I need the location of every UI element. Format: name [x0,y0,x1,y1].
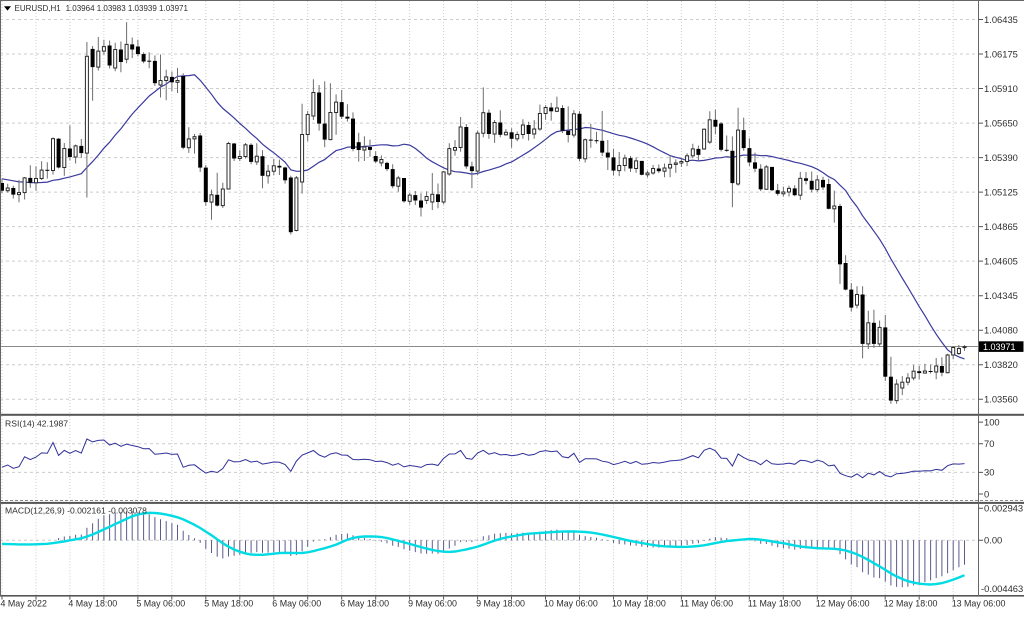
svg-text:70: 70 [984,438,994,449]
svg-text:4 May 2022: 4 May 2022 [1,598,47,608]
svg-text:MACD(12,26,9) -0.002161 -0.003: MACD(12,26,9) -0.002161 -0.003078 [5,505,147,515]
svg-text:1.06175: 1.06175 [984,48,1018,59]
svg-text:5 May 06:00: 5 May 06:00 [136,598,185,608]
svg-text:4 May 18:00: 4 May 18:00 [68,598,117,608]
svg-text:1.03820: 1.03820 [984,359,1018,370]
svg-text:9 May 18:00: 9 May 18:00 [476,598,525,608]
svg-text:11 May 18:00: 11 May 18:00 [748,598,801,608]
svg-text:1.05125: 1.05125 [984,186,1018,197]
svg-text:13 May 06:00: 13 May 06:00 [952,598,1006,608]
svg-text:10 May 06:00: 10 May 06:00 [544,598,598,608]
svg-text:11 May 06:00: 11 May 06:00 [680,598,733,608]
svg-text:0.002943: 0.002943 [984,503,1023,514]
svg-text:1.05910: 1.05910 [984,83,1018,94]
svg-text:0.00: 0.00 [984,535,1002,546]
svg-text:6 May 06:00: 6 May 06:00 [272,598,321,608]
svg-text:12 May 18:00: 12 May 18:00 [884,598,938,608]
svg-text:1.04605: 1.04605 [984,255,1018,266]
svg-text:10 May 18:00: 10 May 18:00 [612,598,666,608]
svg-text:12 May 06:00: 12 May 06:00 [816,598,870,608]
svg-text:1.05650: 1.05650 [984,117,1018,128]
svg-text:1.04345: 1.04345 [984,290,1018,301]
svg-text:5 May 18:00: 5 May 18:00 [204,598,253,608]
svg-text:6 May 18:00: 6 May 18:00 [340,598,389,608]
svg-text:1.04080: 1.04080 [984,325,1018,336]
svg-text:1.04865: 1.04865 [984,221,1018,232]
svg-text:1.03971: 1.03971 [983,342,1016,352]
svg-text:100: 100 [984,416,1000,427]
svg-text:9 May 06:00: 9 May 06:00 [408,598,457,608]
svg-text:1.06435: 1.06435 [984,14,1018,25]
svg-text:EURUSD,H1: EURUSD,H1 [15,4,62,13]
svg-text:1.03964 1.03983 1.03939 1.0397: 1.03964 1.03983 1.03939 1.03971 [66,4,189,13]
svg-text:1.03560: 1.03560 [984,394,1018,405]
svg-text:1.05390: 1.05390 [984,152,1018,163]
svg-text:-0.004463: -0.004463 [981,583,1023,594]
svg-text:30: 30 [984,467,994,478]
svg-text:0: 0 [984,488,989,499]
svg-text:RSI(14) 42.1987: RSI(14) 42.1987 [5,419,68,429]
